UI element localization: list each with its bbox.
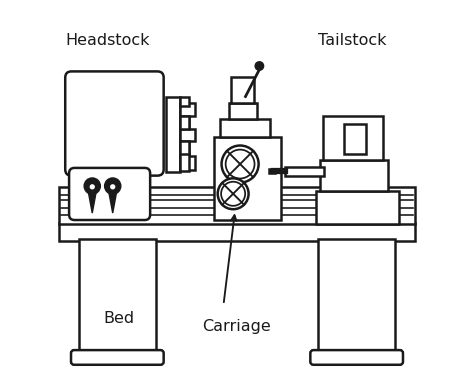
Bar (228, 103, 257, 119)
Circle shape (111, 185, 115, 189)
Bar (180, 112, 189, 156)
Bar (318, 239, 395, 355)
Bar (323, 116, 383, 160)
Polygon shape (108, 186, 118, 213)
Bar (59, 187, 415, 224)
Circle shape (255, 62, 264, 70)
Text: Carriage: Carriage (202, 319, 271, 334)
Bar (219, 119, 270, 137)
Bar (180, 116, 189, 129)
Polygon shape (87, 186, 97, 213)
Bar (285, 167, 324, 176)
Circle shape (218, 178, 248, 209)
Circle shape (91, 185, 94, 189)
Bar (180, 129, 195, 141)
Circle shape (221, 146, 259, 183)
Bar (165, 96, 180, 172)
Bar (180, 156, 195, 170)
Bar (214, 137, 282, 220)
FancyBboxPatch shape (65, 71, 164, 176)
Bar (316, 191, 399, 224)
Bar (180, 96, 189, 106)
Bar (180, 103, 195, 116)
Bar (79, 239, 156, 355)
Bar (269, 169, 275, 173)
Bar (180, 141, 189, 156)
FancyBboxPatch shape (71, 350, 164, 365)
Text: Bed: Bed (104, 311, 135, 326)
FancyBboxPatch shape (310, 350, 403, 365)
Bar (180, 154, 189, 171)
Bar (231, 77, 254, 103)
Bar (344, 124, 366, 154)
FancyBboxPatch shape (69, 168, 150, 220)
Bar (59, 223, 415, 241)
Circle shape (105, 178, 121, 194)
Text: Headstock: Headstock (65, 33, 150, 48)
Text: Tailstock: Tailstock (318, 33, 387, 48)
Circle shape (84, 178, 100, 194)
Bar (320, 160, 388, 191)
